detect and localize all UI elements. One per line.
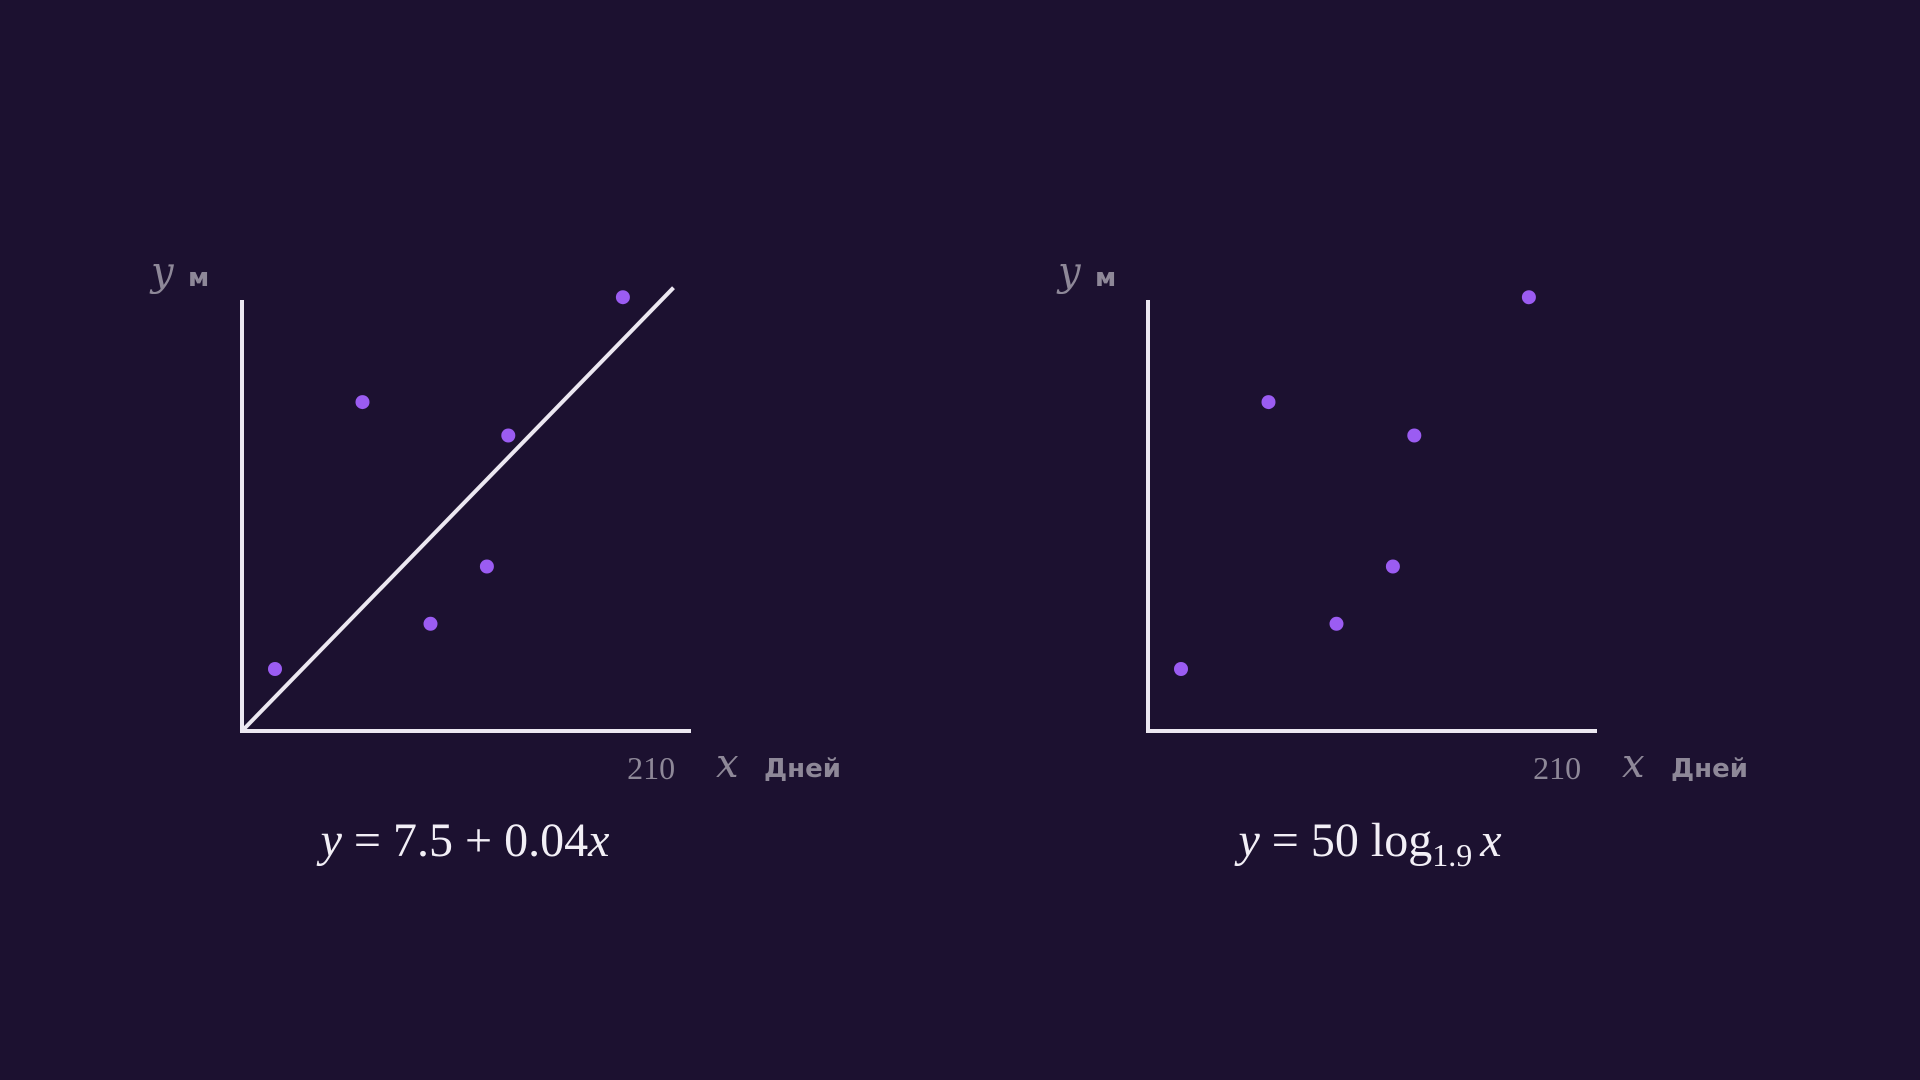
points-layer — [268, 290, 630, 676]
data-point-3 — [1329, 616, 1344, 631]
data-point-6 — [615, 290, 630, 305]
y-axis-label: y — [1056, 249, 1082, 295]
fit-layer — [240, 286, 675, 733]
y-axis-label: y — [149, 249, 175, 295]
y-axis-unit: м — [1095, 263, 1116, 293]
data-point-5 — [1407, 428, 1422, 443]
x-tick-label: 210 — [1533, 750, 1581, 786]
chart-linear: y м 210 x Дней y = 7.5 + 0.04x — [149, 249, 841, 867]
formula-linear: y = 7.5 + 0.04x — [316, 814, 610, 867]
fit-line — [240, 286, 675, 733]
data-point-2 — [1261, 395, 1276, 410]
x-axis-unit: Дней — [764, 754, 841, 784]
points-layer — [1174, 290, 1536, 676]
x-axis-label: x — [716, 741, 739, 787]
x-axis-unit: Дней — [1671, 754, 1748, 784]
data-point-1 — [268, 662, 282, 676]
data-point-6 — [1521, 290, 1536, 305]
x-tick-label: 210 — [627, 750, 675, 786]
data-point-3 — [423, 616, 438, 631]
data-point-1 — [1174, 662, 1188, 676]
data-point-4 — [479, 559, 494, 574]
data-point-4 — [1385, 559, 1400, 574]
formula-log: y = 50 log1.9 x — [1233, 814, 1501, 873]
chart-log: y м 210 x Дней y = 50 log1.9 x — [1056, 249, 1748, 873]
data-point-5 — [501, 428, 516, 443]
x-axis-label: x — [1622, 741, 1645, 787]
y-axis-unit: м — [188, 263, 209, 293]
data-point-2 — [355, 395, 370, 410]
